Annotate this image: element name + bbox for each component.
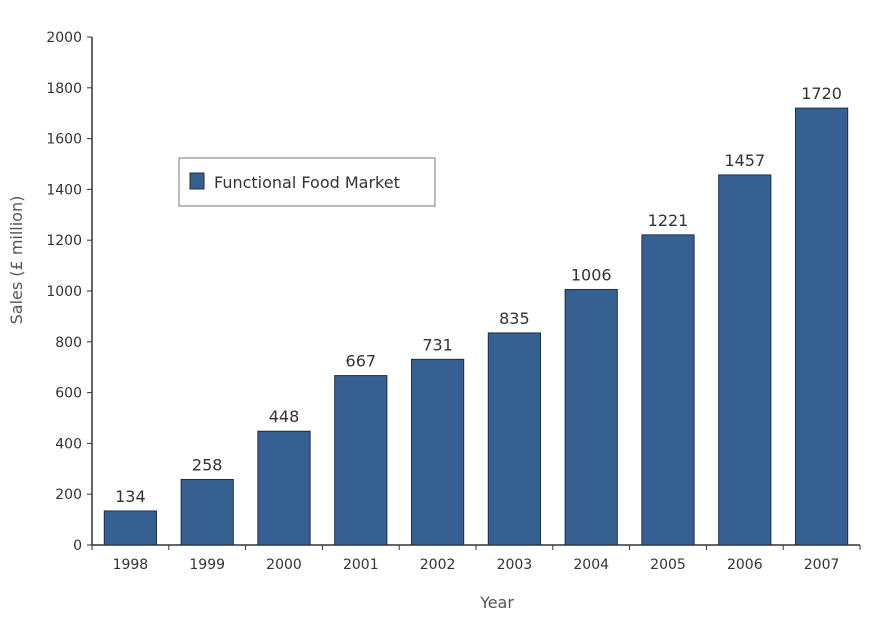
y-tick-label: 1000 (46, 284, 82, 300)
x-axis-title: Year (479, 593, 514, 612)
data-label-2004: 1006 (571, 265, 612, 284)
data-label-2003: 835 (499, 309, 530, 328)
y-axis-ticks: 0 200 400 600 800 1000 1200 1400 1600 1800 2000 (46, 30, 92, 554)
legend-swatch (189, 172, 205, 190)
y-tick-label: 0 (73, 538, 82, 554)
x-tick-label: 1999 (189, 557, 225, 573)
bar-2005 (641, 234, 695, 546)
y-tick-label: 800 (55, 335, 82, 351)
data-label-2000: 448 (269, 407, 300, 426)
legend-box (178, 157, 436, 207)
data-label-2001: 667 (346, 352, 377, 371)
data-label-2005: 1221 (648, 211, 689, 230)
x-tick-label: 2005 (650, 557, 686, 573)
bar-2002 (410, 358, 465, 546)
legend-label: Functional Food Market (214, 173, 400, 192)
x-tick-label: 2007 (804, 557, 840, 573)
bar-2007 (794, 107, 849, 546)
y-tick-label: 1400 (46, 182, 82, 198)
bar-series (103, 107, 849, 546)
y-tick-label: 2000 (46, 30, 82, 46)
y-axis-title: Sales (£ million) (7, 196, 26, 325)
x-tick-label: 2002 (420, 557, 456, 573)
data-label-1999: 258 (192, 455, 223, 474)
bar-2001 (334, 375, 388, 546)
y-tick-label: 1200 (46, 233, 82, 249)
x-tick-label: 2001 (343, 557, 379, 573)
x-tick-label: 2004 (573, 557, 609, 573)
x-tick-label: 1998 (113, 557, 149, 573)
y-tick-label: 1800 (46, 81, 82, 97)
x-tick-label: 2000 (266, 557, 302, 573)
y-tick-label: 400 (55, 436, 82, 452)
y-tick-label: 200 (55, 487, 82, 503)
data-label-2007: 1720 (801, 84, 842, 103)
y-tick-label: 1600 (46, 132, 82, 148)
y-tick-label: 600 (55, 386, 82, 402)
x-tick-label: 2006 (727, 557, 763, 573)
data-labels: 134 258 448 667 731 835 1006 1221 1457 1720 (115, 84, 842, 506)
bar-1999 (180, 478, 234, 546)
x-axis-ticks: 1998 1999 2000 2001 2002 2003 2004 2005 2006 2007 (91, 545, 861, 573)
bar-2006 (718, 174, 772, 546)
data-label-2006: 1457 (724, 151, 765, 170)
data-label-1998: 134 (115, 487, 146, 506)
x-tick-label: 2003 (497, 557, 533, 573)
legend: Functional Food Market (178, 157, 436, 207)
bar-2003 (487, 332, 542, 546)
bar-2000 (257, 430, 311, 546)
data-label-2002: 731 (422, 335, 453, 354)
bar-2004 (564, 288, 618, 546)
bar-1998 (103, 510, 158, 546)
